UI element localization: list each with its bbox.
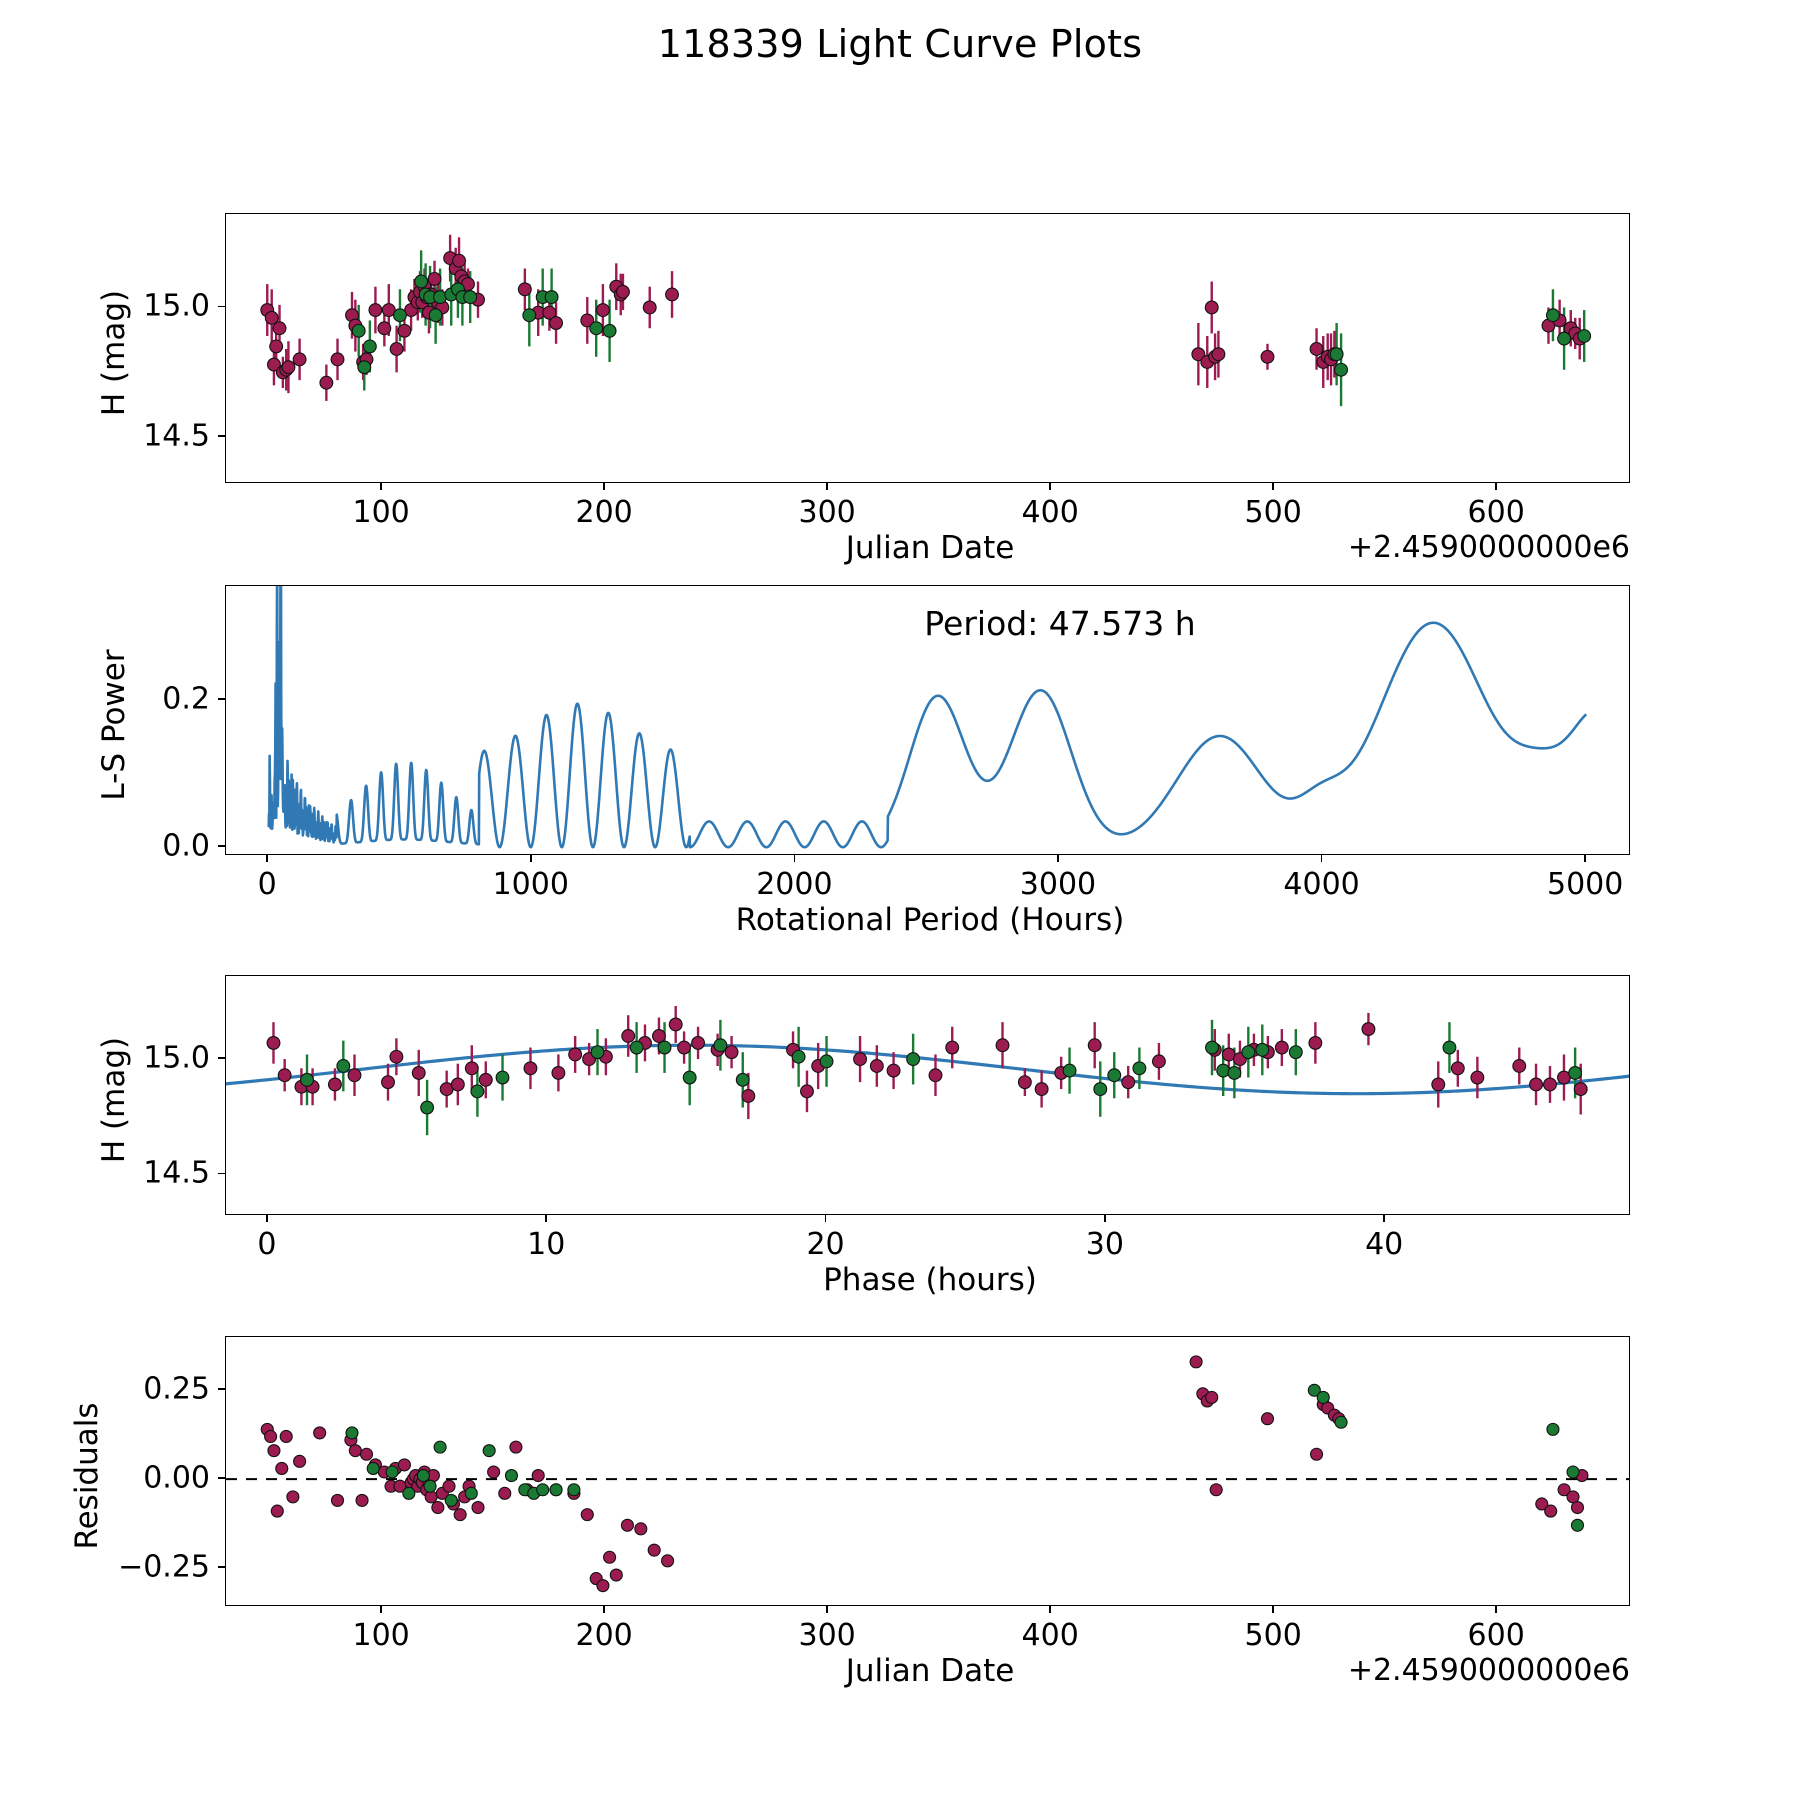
data-points-series_b <box>351 274 1592 377</box>
y-tick <box>218 1566 225 1568</box>
lightcurve-axes <box>225 213 1630 483</box>
y-tick <box>218 1172 225 1175</box>
phase-folded-xlabel: Phase (hours) <box>823 1262 1037 1298</box>
x-tick <box>826 1606 828 1613</box>
y-tick <box>218 1388 225 1391</box>
y-tick-label: −0.25 <box>118 1549 210 1585</box>
y-tick-label: 0.2 <box>162 681 210 717</box>
y-tick-label: 14.5 <box>143 1155 210 1191</box>
y-tick <box>218 435 225 438</box>
data-points-series_a <box>260 251 1587 390</box>
x-tick-label: 400 <box>1021 1618 1079 1653</box>
x-tick <box>380 1606 382 1613</box>
x-tick <box>826 483 828 490</box>
y-tick-label: 15.0 <box>143 1040 210 1076</box>
x-tick-label: 3000 <box>1019 867 1097 902</box>
y-tick <box>218 305 225 308</box>
x-tick <box>1320 855 1323 862</box>
y-tick-label: 0.25 <box>143 1371 210 1407</box>
x-tick-label: 600 <box>1467 495 1525 530</box>
x-tick <box>266 1215 268 1222</box>
y-tick <box>218 698 225 700</box>
x-tick <box>545 1215 548 1222</box>
residuals-xlabel: Julian Date <box>845 1653 1015 1689</box>
x-tick-label: 300 <box>798 495 856 530</box>
x-tick <box>824 1215 827 1222</box>
y-tick <box>218 845 225 847</box>
periodogram-xlabel: Rotational Period (Hours) <box>735 902 1125 938</box>
x-tick-label: 100 <box>352 495 410 530</box>
x-tick-label: 500 <box>1244 1618 1302 1653</box>
x-tick-label: 200 <box>575 495 633 530</box>
x-tick-label: 600 <box>1467 1618 1525 1653</box>
x-tick-label: 30 <box>1085 1227 1124 1262</box>
x-tick <box>1495 483 1497 490</box>
x-tick-label: 20 <box>806 1227 845 1262</box>
x-tick-label: 0 <box>257 867 277 902</box>
x-tick <box>1057 855 1059 862</box>
x-tick-label: 0 <box>257 1227 277 1262</box>
y-tick-label: 15.0 <box>143 288 210 324</box>
x-tick <box>380 483 382 490</box>
x-tick <box>603 1606 605 1613</box>
x-tick <box>793 855 796 862</box>
y-tick-label: 0.00 <box>143 1460 210 1496</box>
x-tick-label: 40 <box>1365 1227 1404 1262</box>
x-tick <box>1584 855 1586 862</box>
data-points-series_a <box>260 1355 1589 1593</box>
data-points-series_b <box>300 1038 1583 1115</box>
x-tick <box>603 483 605 490</box>
x-tick-label: 1000 <box>492 867 569 902</box>
x-tick <box>1049 483 1051 490</box>
y-tick <box>218 1057 225 1059</box>
residuals-x-offset: +2.4590000000e6 <box>1347 1653 1630 1688</box>
periodogram-axes <box>225 585 1630 855</box>
x-tick <box>1495 1606 1497 1613</box>
x-tick-label: 5000 <box>1547 867 1624 902</box>
x-tick-label: 100 <box>352 1618 410 1653</box>
x-tick <box>1049 1606 1051 1613</box>
x-tick-label: 4000 <box>1283 867 1360 902</box>
x-tick <box>1272 1606 1274 1613</box>
residuals-axes <box>225 1336 1630 1606</box>
x-tick-label: 500 <box>1244 495 1302 530</box>
periodogram-curve <box>267 586 1588 849</box>
lightcurve-x-offset: +2.4590000000e6 <box>1347 530 1630 565</box>
x-tick <box>1272 483 1274 490</box>
errorbar-group-series_b <box>357 250 1586 407</box>
x-tick <box>1383 1215 1385 1222</box>
x-tick-label: 300 <box>798 1618 856 1653</box>
page-title: 118339 Light Curve Plots <box>657 22 1143 66</box>
period-annotation: Period: 47.573 h <box>924 604 1196 643</box>
y-tick-label: 14.5 <box>143 418 210 454</box>
y-tick <box>218 1477 225 1479</box>
x-tick-label: 200 <box>575 1618 633 1653</box>
lightcurve-xlabel: Julian Date <box>845 530 1015 566</box>
data-points-series_a <box>266 1017 1588 1103</box>
phase-folded-axes <box>225 975 1630 1215</box>
x-tick-label: 10 <box>527 1227 566 1262</box>
periodogram-ylabel: L-S Power <box>96 649 132 801</box>
data-points-series_b <box>345 1383 1585 1532</box>
y-tick-label: 0.0 <box>162 828 210 864</box>
x-tick <box>266 855 268 862</box>
sinusoid-fit-curve <box>226 1043 1629 1096</box>
x-tick <box>1104 1215 1106 1222</box>
x-tick-label: 2000 <box>756 867 833 902</box>
x-tick <box>529 855 532 862</box>
x-tick-label: 400 <box>1021 495 1079 530</box>
